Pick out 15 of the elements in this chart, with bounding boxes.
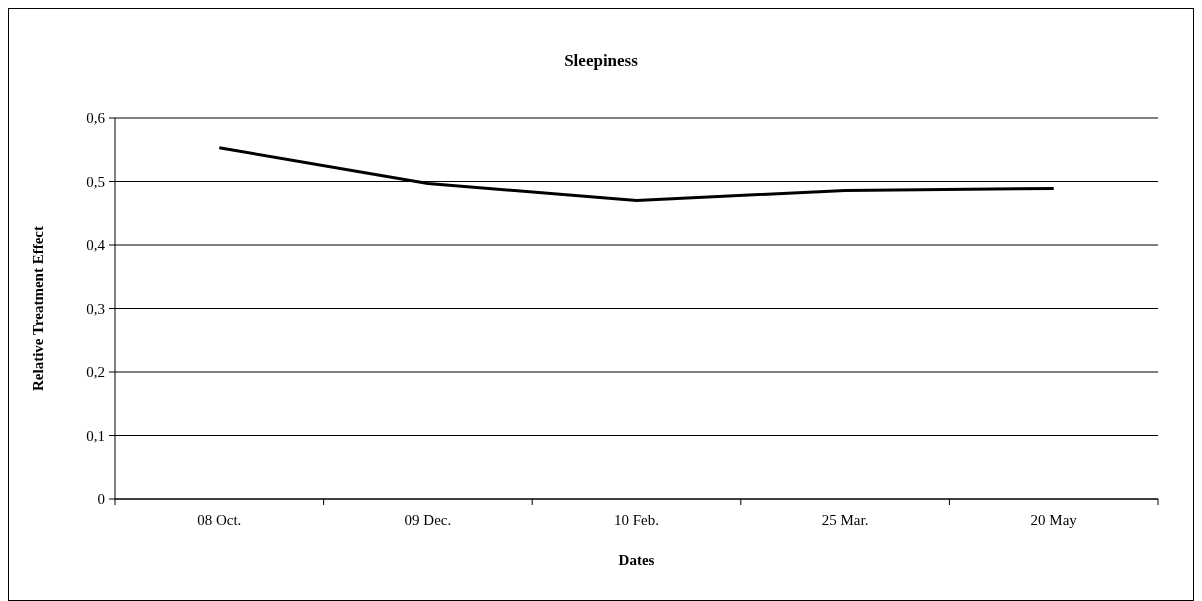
- y-tick-label: 0,1: [86, 427, 105, 444]
- x-tick-label: 10 Feb.: [614, 512, 659, 528]
- y-tick-label: 0: [97, 491, 105, 508]
- chart-title: Sleepiness: [564, 51, 639, 70]
- x-tick-label: 08 Oct.: [197, 512, 242, 528]
- x-axis-title: Dates: [618, 552, 655, 568]
- y-tick-label: 0,4: [86, 237, 106, 254]
- y-tick-label: 0,3: [86, 300, 105, 317]
- y-tick-label: 0,5: [86, 173, 105, 190]
- y-tick-label: 0,2: [86, 364, 105, 381]
- x-tick-label: 25 Mar.: [821, 512, 869, 528]
- x-tick-label: 09 Dec.: [404, 512, 452, 528]
- y-tick-label: 0,6: [86, 110, 106, 127]
- x-tick-label: 20 May: [1030, 512, 1078, 528]
- y-axis-title: Relative Treatment Effect: [30, 226, 46, 391]
